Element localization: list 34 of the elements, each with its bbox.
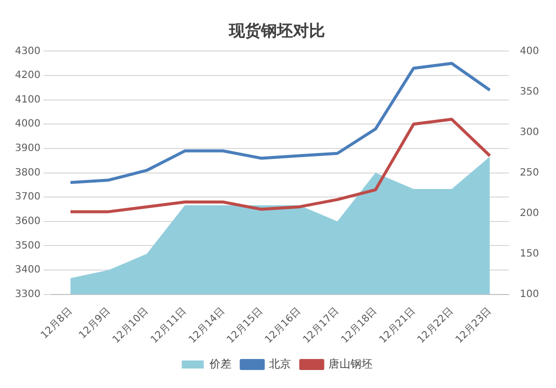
y-tick-label: 3900 [14,143,40,154]
legend-label: 唐山钢坯 [328,357,372,370]
x-tick-label: 12月14日 [187,306,227,346]
x-tick-label: 12月23日 [454,306,494,346]
y2-tick-label: 200 [520,208,540,219]
y2-tick-label: 350 [520,86,540,98]
y2-tick-label: 250 [520,167,540,178]
legend-label: 北京 [268,357,291,370]
chart-title: 现货钢坯对比 [228,20,325,40]
x-tick-label: 12月8日 [39,306,74,342]
legend-label: 价差 [208,357,232,370]
y-tick-label: 3800 [14,167,40,178]
y-tick-label: 3500 [14,240,40,252]
y-tick-label: 3300 [14,288,40,300]
x-tick-label: 12月22日 [416,306,456,346]
y2-tick-label: 300 [520,126,540,138]
x-tick-label: 12月16日 [263,306,304,346]
y-tick-label: 4100 [14,94,40,106]
y2-tick-label: 100 [520,288,540,300]
y2-tick-label: 150 [520,248,540,260]
x-tick-label: 12月15日 [225,306,266,346]
y2-tick-label: 400 [520,46,540,57]
y-tick-label: 3600 [14,216,40,228]
y-tick-label: 3700 [14,192,40,203]
x-tick-label: 12月11日 [148,306,189,346]
x-tick-label: 12月17日 [301,306,342,346]
y-tick-label: 4300 [14,46,40,57]
y-tick-label: 3400 [14,264,40,276]
x-tick-label: 12月10日 [110,306,151,346]
y-tick-label: 4200 [14,70,40,82]
y-tick-label: 4000 [14,118,40,130]
x-tick-label: 12月9日 [77,306,113,342]
x-tick-label: 12月21日 [378,306,418,346]
x-tick-label: 12月18日 [340,306,380,346]
